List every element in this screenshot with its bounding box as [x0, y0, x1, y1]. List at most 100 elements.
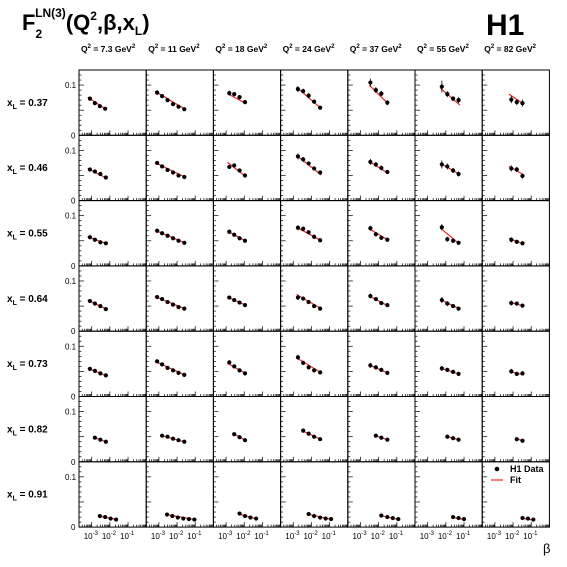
panel [414, 330, 483, 398]
y-tick-label: 0.1 [65, 81, 77, 90]
data-point [227, 229, 232, 234]
data-point [103, 439, 108, 444]
panel [145, 134, 214, 202]
row-value: = 0.82 [17, 424, 48, 435]
panel [145, 200, 214, 267]
fit-line [368, 228, 389, 241]
y-tick-label: 0 [71, 262, 76, 271]
x-tick-label: 10-2 [169, 531, 184, 541]
data-point [295, 225, 301, 230]
row-value: = 0.91 [17, 490, 48, 501]
data-point [318, 105, 323, 110]
x-tick-label: 10-1 [254, 531, 269, 541]
col-value: = 7.3 GeV [91, 44, 132, 54]
panel-frame [347, 330, 416, 398]
data-point [445, 237, 450, 242]
panel-frame [78, 461, 147, 528]
data-point [514, 301, 519, 306]
data-point [312, 166, 317, 171]
panel-frame [212, 396, 282, 463]
col-value: = 37 GeV [360, 44, 399, 54]
data-point [368, 293, 373, 299]
data-point [165, 98, 170, 103]
data-point [373, 433, 378, 438]
data-point [456, 171, 461, 177]
row-label: x [7, 163, 13, 174]
col-value: = 18 GeV [225, 44, 264, 54]
panel-frame [212, 134, 282, 202]
data-point [227, 164, 232, 170]
data-point [237, 168, 242, 173]
panel [212, 134, 282, 202]
panel [78, 69, 147, 136]
panel-frame [414, 330, 483, 398]
data-point [175, 515, 180, 520]
title-args-sub: L [135, 24, 142, 38]
data-point [439, 162, 444, 167]
panel [78, 200, 147, 267]
data-point [450, 96, 456, 101]
data-point [155, 294, 160, 300]
column-header: Q2 = 37 GeV2 [350, 44, 402, 54]
data-point [390, 515, 395, 521]
data-point [87, 298, 93, 304]
col-unit-sup: 2 [533, 44, 537, 50]
panel [481, 69, 550, 136]
panel [481, 330, 550, 398]
panel [212, 69, 282, 136]
data-point [379, 300, 384, 306]
data-point [97, 104, 102, 109]
panel [347, 69, 416, 136]
data-point [301, 428, 306, 433]
fit-line [227, 362, 247, 375]
data-point [182, 174, 187, 180]
data-point [439, 84, 444, 89]
panel [414, 396, 483, 463]
row-label-sub: L [13, 235, 18, 242]
data-point [318, 370, 323, 375]
data-point [306, 431, 311, 436]
panel [280, 461, 349, 528]
col-value: = 55 GeV [427, 44, 466, 54]
data-point [232, 163, 237, 168]
panel-frame [347, 69, 416, 136]
data-point [379, 91, 384, 96]
panel [347, 134, 416, 202]
data-point [368, 226, 373, 231]
data-point [182, 240, 187, 245]
row-label-sub: L [13, 104, 18, 111]
data-point [385, 370, 390, 375]
col-value: = 11 GeV [158, 44, 196, 54]
fit-line [154, 161, 186, 179]
data-point [98, 303, 103, 309]
panel-frame [481, 330, 550, 398]
col-label-sup: 2 [222, 44, 226, 50]
data-point [181, 516, 186, 521]
data-point [445, 434, 450, 439]
data-point [155, 90, 160, 95]
data-point [306, 511, 311, 517]
panel-frame [280, 200, 349, 267]
data-point [87, 366, 93, 371]
x-tick-label: 10-2 [438, 531, 453, 541]
data-point [450, 168, 456, 173]
panel-frame [280, 330, 349, 398]
data-point [368, 80, 373, 85]
panel-frame [78, 200, 147, 267]
row-header: xL = 0.73 [7, 359, 48, 372]
data-point [170, 302, 176, 307]
data-point [385, 237, 390, 242]
data-point [242, 371, 248, 376]
data-point [312, 99, 317, 104]
panel [145, 69, 214, 136]
col-unit-sup: 2 [196, 44, 200, 50]
data-point [509, 97, 514, 102]
panel [145, 396, 214, 463]
row-label-sub: L [13, 496, 18, 503]
data-point [456, 437, 461, 442]
data-point [445, 92, 450, 97]
row-label: x [7, 359, 13, 370]
row-value: = 0.37 [17, 98, 48, 109]
data-point [113, 517, 119, 522]
fit-line [440, 299, 461, 310]
